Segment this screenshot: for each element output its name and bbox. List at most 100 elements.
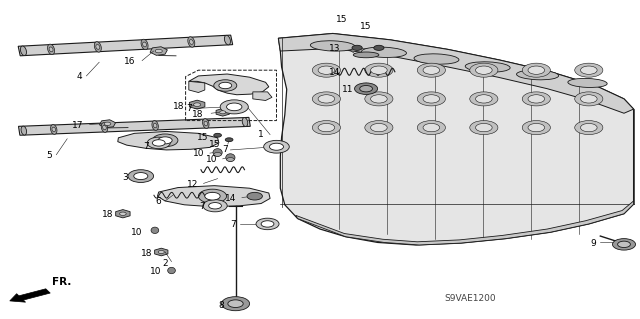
Circle shape — [365, 63, 393, 77]
Polygon shape — [150, 47, 168, 56]
Text: 16: 16 — [124, 57, 136, 66]
Circle shape — [214, 80, 237, 91]
Text: 3: 3 — [122, 173, 128, 182]
Ellipse shape — [465, 62, 510, 72]
Circle shape — [269, 143, 284, 150]
Circle shape — [355, 83, 378, 94]
Polygon shape — [189, 74, 269, 95]
Circle shape — [417, 63, 445, 77]
Text: 8: 8 — [218, 301, 224, 310]
Circle shape — [228, 300, 243, 308]
Ellipse shape — [213, 149, 222, 156]
Circle shape — [476, 95, 492, 103]
Ellipse shape — [101, 122, 108, 132]
Text: 7: 7 — [230, 220, 236, 229]
Ellipse shape — [154, 123, 157, 128]
Text: FR.: FR. — [52, 277, 72, 287]
Polygon shape — [116, 210, 130, 218]
Text: 10: 10 — [131, 228, 142, 237]
Text: 14: 14 — [225, 194, 237, 203]
Circle shape — [423, 123, 440, 132]
Polygon shape — [296, 201, 634, 245]
Circle shape — [158, 137, 172, 144]
Circle shape — [225, 138, 233, 142]
Text: 4: 4 — [76, 72, 82, 81]
Ellipse shape — [102, 125, 106, 130]
Polygon shape — [253, 92, 272, 100]
Text: 1: 1 — [258, 130, 264, 139]
Circle shape — [318, 123, 335, 132]
Text: 10: 10 — [150, 267, 161, 276]
Text: 18: 18 — [192, 110, 204, 119]
Ellipse shape — [188, 37, 195, 47]
Polygon shape — [216, 108, 229, 116]
Text: 10: 10 — [193, 149, 205, 158]
Circle shape — [417, 121, 445, 135]
Circle shape — [227, 158, 234, 161]
Ellipse shape — [204, 121, 207, 126]
Polygon shape — [278, 33, 634, 113]
Ellipse shape — [143, 42, 147, 47]
Polygon shape — [157, 186, 270, 207]
FancyArrow shape — [10, 289, 50, 302]
Circle shape — [221, 297, 250, 311]
Circle shape — [371, 95, 387, 103]
Circle shape — [152, 134, 178, 147]
Polygon shape — [18, 35, 233, 56]
Circle shape — [580, 66, 597, 74]
Ellipse shape — [568, 78, 607, 87]
Text: 7: 7 — [222, 145, 228, 154]
Circle shape — [374, 45, 384, 50]
Circle shape — [476, 123, 492, 132]
Circle shape — [528, 95, 545, 103]
Ellipse shape — [203, 119, 209, 129]
Ellipse shape — [52, 127, 56, 132]
Circle shape — [198, 189, 227, 203]
Circle shape — [522, 63, 550, 77]
Circle shape — [203, 200, 227, 212]
Text: 9: 9 — [591, 239, 596, 248]
Circle shape — [580, 123, 597, 132]
Circle shape — [312, 92, 340, 106]
Circle shape — [214, 133, 221, 137]
Text: 5: 5 — [47, 151, 52, 160]
Circle shape — [193, 103, 201, 107]
Circle shape — [528, 123, 545, 132]
Circle shape — [352, 45, 362, 50]
Ellipse shape — [242, 118, 248, 127]
Text: 18: 18 — [102, 210, 114, 219]
Polygon shape — [189, 100, 205, 109]
Ellipse shape — [362, 47, 406, 57]
Text: 11: 11 — [342, 85, 353, 94]
Text: 15: 15 — [196, 133, 208, 142]
Circle shape — [470, 92, 498, 106]
Text: 18: 18 — [173, 102, 184, 111]
Circle shape — [219, 82, 232, 89]
Circle shape — [128, 170, 154, 182]
Circle shape — [120, 212, 126, 215]
Ellipse shape — [353, 52, 379, 58]
Ellipse shape — [189, 40, 193, 44]
Circle shape — [470, 63, 498, 77]
Text: 15: 15 — [360, 22, 371, 31]
Circle shape — [261, 221, 274, 227]
Text: 18: 18 — [141, 249, 152, 258]
Circle shape — [214, 152, 221, 156]
Ellipse shape — [310, 41, 355, 51]
Ellipse shape — [141, 39, 148, 50]
Circle shape — [205, 192, 220, 200]
Text: 15: 15 — [209, 140, 220, 149]
Ellipse shape — [51, 124, 57, 134]
Ellipse shape — [94, 42, 101, 52]
Circle shape — [104, 122, 111, 125]
Circle shape — [155, 49, 163, 53]
Text: S9VAE1200: S9VAE1200 — [445, 294, 497, 303]
Ellipse shape — [151, 227, 159, 234]
Text: 12: 12 — [187, 180, 198, 189]
Circle shape — [528, 66, 545, 74]
Circle shape — [423, 95, 440, 103]
Text: 14: 14 — [329, 68, 340, 77]
Circle shape — [209, 203, 221, 209]
Circle shape — [220, 111, 226, 114]
Ellipse shape — [152, 121, 158, 130]
